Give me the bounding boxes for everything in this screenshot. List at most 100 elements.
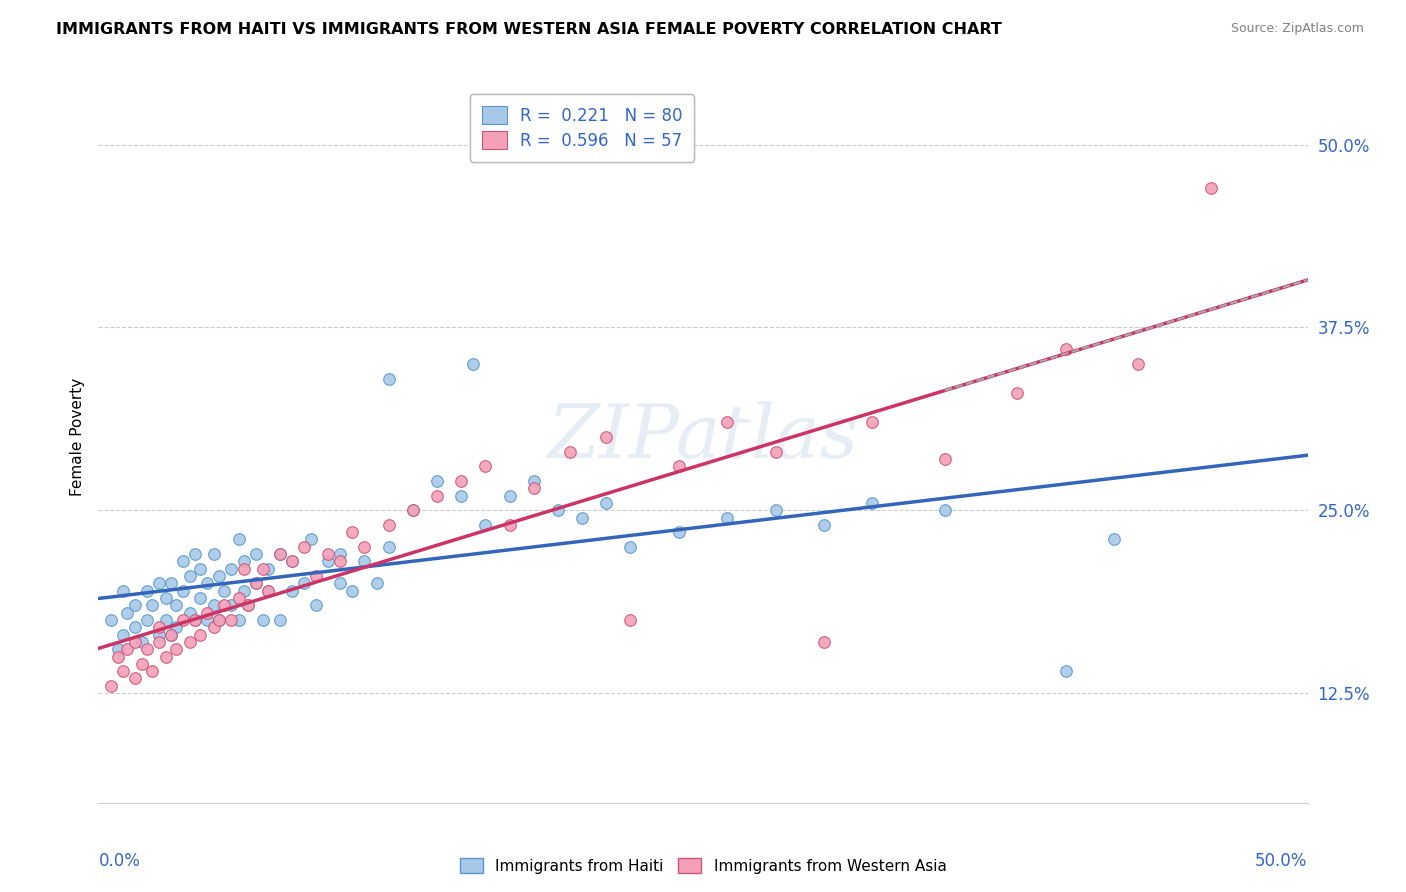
Point	[813, 517, 835, 532]
Point	[184, 613, 207, 627]
Legend: Immigrants from Haiti, Immigrants from Western Asia: Immigrants from Haiti, Immigrants from W…	[454, 852, 952, 880]
Point	[377, 517, 399, 532]
Point	[571, 510, 593, 524]
Point	[1128, 357, 1150, 371]
Point	[172, 583, 194, 598]
Point	[172, 613, 194, 627]
Point	[316, 547, 339, 561]
Point	[179, 635, 201, 649]
Point	[232, 583, 254, 598]
Point	[252, 562, 274, 576]
Point	[269, 613, 291, 627]
Point	[160, 627, 183, 641]
Text: Source: ZipAtlas.com: Source: ZipAtlas.com	[1230, 22, 1364, 36]
Point	[141, 599, 163, 613]
Point	[111, 664, 134, 678]
Point	[595, 430, 617, 444]
Point	[463, 357, 485, 371]
Point	[208, 613, 231, 627]
Point	[668, 459, 690, 474]
Point	[221, 613, 243, 627]
Point	[281, 554, 304, 568]
Point	[135, 642, 157, 657]
Point	[299, 533, 322, 547]
Point	[716, 416, 738, 430]
Text: IMMIGRANTS FROM HAITI VS IMMIGRANTS FROM WESTERN ASIA FEMALE POVERTY CORRELATION: IMMIGRANTS FROM HAITI VS IMMIGRANTS FROM…	[56, 22, 1002, 37]
Point	[188, 591, 211, 605]
Point	[498, 489, 520, 503]
Point	[232, 554, 254, 568]
Point	[353, 554, 375, 568]
Point	[498, 517, 520, 532]
Point	[765, 503, 787, 517]
Point	[184, 547, 207, 561]
Point	[107, 642, 129, 657]
Point	[813, 635, 835, 649]
Text: ZIPatlas: ZIPatlas	[547, 401, 859, 474]
Legend: R =  0.221   N = 80, R =  0.596   N = 57: R = 0.221 N = 80, R = 0.596 N = 57	[470, 95, 695, 161]
Point	[595, 496, 617, 510]
Point	[329, 554, 352, 568]
Point	[292, 576, 315, 591]
Point	[111, 583, 134, 598]
Point	[523, 481, 546, 495]
Point	[619, 540, 641, 554]
Point	[269, 547, 291, 561]
Point	[238, 599, 260, 613]
Point	[245, 547, 267, 561]
Point	[124, 599, 146, 613]
Point	[668, 525, 690, 540]
Point	[107, 649, 129, 664]
Point	[179, 606, 201, 620]
Point	[329, 576, 352, 591]
Point	[148, 627, 170, 641]
Point	[160, 627, 183, 641]
Point	[342, 525, 364, 540]
Point	[1054, 343, 1077, 357]
Point	[619, 613, 641, 627]
Point	[716, 510, 738, 524]
Point	[269, 547, 291, 561]
Point	[377, 371, 399, 385]
Point	[377, 540, 399, 554]
Point	[402, 503, 425, 517]
Point	[148, 620, 170, 634]
Point	[195, 576, 218, 591]
Point	[188, 562, 211, 576]
Point	[117, 606, 139, 620]
Point	[238, 599, 260, 613]
Point	[316, 554, 339, 568]
Point	[329, 547, 352, 561]
Point	[353, 540, 375, 554]
Text: 50.0%: 50.0%	[1256, 852, 1308, 870]
Text: 0.0%: 0.0%	[98, 852, 141, 870]
Point	[184, 613, 207, 627]
Point	[256, 583, 278, 598]
Y-axis label: Female Poverty: Female Poverty	[69, 378, 84, 496]
Point	[204, 547, 226, 561]
Point	[252, 613, 274, 627]
Point	[212, 583, 235, 598]
Point	[228, 533, 250, 547]
Point	[160, 576, 183, 591]
Point	[155, 649, 177, 664]
Point	[228, 591, 250, 605]
Point	[256, 583, 278, 598]
Point	[281, 583, 304, 598]
Point	[165, 599, 187, 613]
Point	[148, 576, 170, 591]
Point	[131, 635, 153, 649]
Point	[1054, 664, 1077, 678]
Point	[208, 613, 231, 627]
Point	[221, 599, 243, 613]
Point	[1102, 533, 1125, 547]
Point	[305, 599, 328, 613]
Point	[860, 496, 883, 510]
Point	[148, 635, 170, 649]
Point	[172, 554, 194, 568]
Point	[204, 599, 226, 613]
Point	[124, 672, 146, 686]
Point	[188, 627, 211, 641]
Point	[450, 474, 472, 488]
Point	[204, 620, 226, 634]
